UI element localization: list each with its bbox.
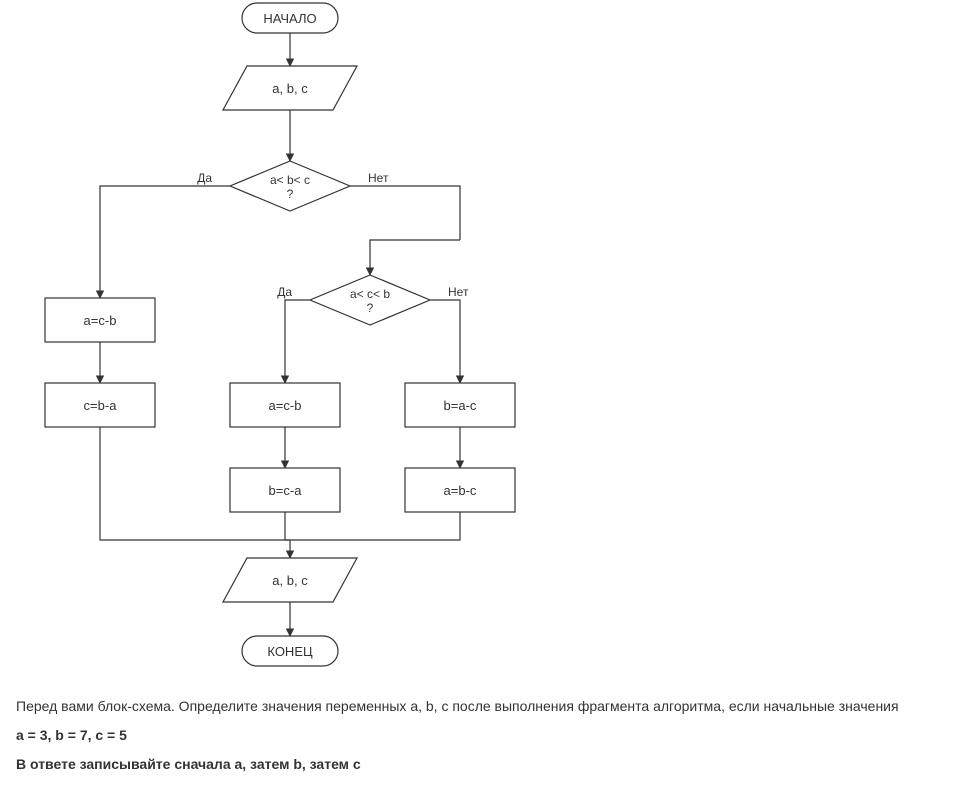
dec1-no-label: Нет	[368, 171, 389, 185]
edge-right-merge	[290, 512, 460, 540]
node-end: КОНЕЦ	[242, 636, 338, 666]
p-r2-label: a=b-c	[444, 483, 477, 498]
node-p-mid2: b=c-a	[230, 468, 340, 512]
p-mid2-label: b=c-a	[269, 483, 303, 498]
question-text: Перед вами блок-схема. Определите значен…	[16, 696, 946, 783]
start-label: НАЧАЛО	[263, 11, 316, 26]
p-mid1-label: a=c-b	[269, 398, 302, 413]
edge-dec1-yes	[100, 186, 230, 298]
dec2-yes-label: Да	[277, 285, 292, 299]
page: НАЧАЛО a, b, c a< b< c ? Да Нет	[0, 0, 963, 802]
edge-dec2-yes	[285, 300, 310, 383]
io-out-label: a, b, c	[272, 573, 308, 588]
question-line-1: Перед вами блок-схема. Определите значен…	[16, 696, 946, 717]
node-start: НАЧАЛО	[242, 3, 338, 33]
node-decision-1: a< b< c ?	[230, 161, 350, 211]
edge-dec1-no-a	[350, 186, 460, 240]
node-p-r2: a=b-c	[405, 468, 515, 512]
node-io-in: a, b, c	[223, 66, 357, 110]
dec2-label-l1: a< c< b	[350, 287, 390, 301]
p-r1-label: b=a-c	[444, 398, 477, 413]
dec2-label-l2: ?	[367, 301, 374, 315]
flowchart-diagram: НАЧАЛО a, b, c a< b< c ? Да Нет	[0, 0, 963, 690]
edge-dec1-no-b	[370, 240, 460, 275]
node-io-out: a, b, c	[223, 558, 357, 602]
node-p-r1: b=a-c	[405, 383, 515, 427]
p-left1-label: a=c-b	[84, 313, 117, 328]
dec1-label-l2: ?	[287, 187, 294, 201]
p-left2-label: c=b-a	[84, 398, 118, 413]
node-p-left1: a=c-b	[45, 298, 155, 342]
dec1-yes-label: Да	[197, 171, 212, 185]
end-label: КОНЕЦ	[267, 644, 313, 659]
io-in-label: a, b, c	[272, 81, 308, 96]
node-p-left2: c=b-a	[45, 383, 155, 427]
question-line-2: a = 3, b = 7, c = 5	[16, 725, 946, 746]
dec2-no-label: Нет	[448, 285, 469, 299]
edge-dec2-no	[430, 300, 460, 383]
node-decision-2: a< c< b ?	[310, 275, 430, 325]
question-line-3: В ответе записывайте сначала a, затем b,…	[16, 754, 946, 775]
dec1-label-l1: a< b< c	[270, 173, 310, 187]
edge-mid-merge	[285, 512, 290, 540]
node-p-mid1: a=c-b	[230, 383, 340, 427]
